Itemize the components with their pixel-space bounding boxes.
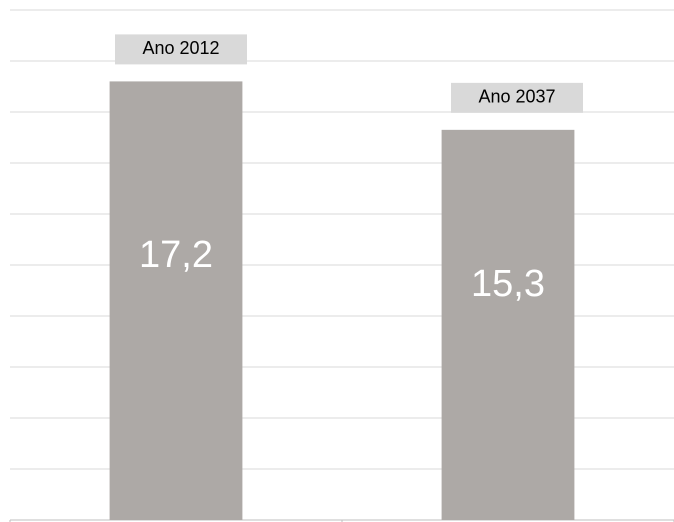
value-label: 17,2 [139,234,213,276]
category-label-box [115,34,247,65]
bar [441,129,575,520]
bar [109,81,243,521]
category-label: Ano 2012 [142,38,219,58]
category-label: Ano 2037 [478,87,555,107]
category-label-box [451,82,583,113]
value-label: 15,3 [471,263,545,305]
